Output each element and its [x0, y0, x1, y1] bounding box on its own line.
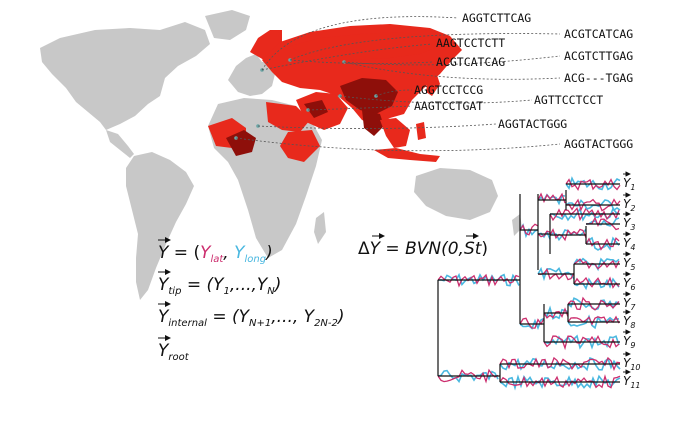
sequence-3: AAGTCCTCTT: [436, 36, 505, 50]
lat-trace-2: [519, 223, 539, 236]
equation-y-definition: Y = (Ylat, Ylong): [158, 237, 273, 265]
tip-label-8: Y8: [623, 309, 635, 330]
equation-y-internal: Yinternal = (YN+1,..., Y2N-2): [158, 301, 345, 329]
north-africa-red: [266, 102, 310, 132]
central-america: [106, 130, 134, 158]
sequence-leaders: [235, 16, 561, 152]
lat-trace-7: [549, 206, 620, 222]
svg-text:ΔY = BVN(0,St): ΔY = BVN(0,St): [358, 239, 488, 259]
long-trace-11: [585, 217, 620, 227]
philippines: [416, 122, 426, 140]
madagascar: [314, 212, 326, 244]
lat-trace-3: [519, 317, 545, 329]
lat-trace-18: [567, 315, 620, 326]
svg-text:Ytip = (Y1,...,YN): Ytip = (Y1,...,YN): [158, 275, 281, 297]
lat-trace-20: [499, 374, 621, 389]
sequence-1: AGGTCTTCAG: [462, 11, 531, 25]
world-map: [40, 10, 522, 300]
greenland: [205, 10, 250, 40]
sequence-labels: AGGTCTTCAG ACGTCATCAG AAGTCCTCTT ACGTCTT…: [414, 11, 633, 151]
sequence-7: AGGTCCTCCG: [414, 83, 483, 97]
lat-trace-19: [499, 356, 621, 372]
svg-text:Yinternal = (YN+1,..., Y2N-2): Yinternal = (YN+1,..., Y2N-2): [158, 307, 345, 329]
tip-label-9: Y9: [623, 329, 635, 350]
equation-delta-bvn: ΔY = BVN(0,St): [358, 233, 488, 259]
lat-trace-14: [573, 276, 620, 289]
tip-label-5: Y5: [623, 251, 635, 272]
tip-label-7: Y7: [623, 291, 636, 312]
lat-trace-17: [567, 296, 620, 311]
south-america: [126, 152, 194, 300]
svg-text:Y8: Y8: [623, 314, 635, 330]
tip-label-4: Y4: [623, 231, 635, 252]
equation-y-root: Yroot: [158, 335, 190, 363]
svg-text:Y10: Y10: [623, 356, 641, 372]
lat-trace-15: [543, 307, 569, 319]
tip-labels: Y1 Y2 Y3 Y4 Y5 Y6 Y7 Y8 Y9 Y10 Y11: [623, 171, 641, 390]
svg-text:Y9: Y9: [623, 334, 635, 350]
long-trace-18: [567, 314, 620, 330]
sequence-9: AAGTCCTGAT: [414, 99, 483, 113]
svg-text:Y2: Y2: [623, 197, 635, 213]
lat-trace-13: [573, 258, 620, 270]
horn-africa-red: [280, 130, 320, 162]
lat-trace-8: [549, 228, 587, 242]
long-trace-6: [537, 266, 575, 282]
svg-text:Y = (Ylat, Ylong): Y = (Ylat, Ylong): [158, 243, 273, 265]
indonesia: [374, 148, 440, 162]
europe: [228, 54, 276, 96]
tip-label-3: Y3: [623, 211, 635, 232]
sequence-11: AGGTACTGGG: [564, 137, 633, 151]
lat-trace-5: [537, 230, 551, 238]
svg-text:Y1: Y1: [623, 176, 635, 192]
tip-label-11: Y11: [623, 369, 641, 390]
svg-text:Y6: Y6: [623, 276, 635, 292]
svg-text:Y7: Y7: [623, 296, 636, 312]
russia-light: [290, 32, 440, 60]
equation-y-tip: Ytip = (Y1,...,YN): [158, 269, 281, 297]
china-dark: [340, 78, 398, 114]
tip-label-10: Y10: [623, 351, 641, 372]
sequence-4: ACGTCTTGAG: [564, 49, 633, 63]
svg-text:Yroot: Yroot: [158, 341, 190, 363]
southeast-asia: [380, 118, 410, 148]
lat-trace-9: [565, 178, 621, 192]
svg-text:Y4: Y4: [623, 236, 635, 252]
sequence-10: AGGTACTGGG: [498, 117, 567, 131]
svg-text:Y5: Y5: [623, 256, 635, 272]
equations: Y = (Ylat, Ylong) Ytip = (Y1,...,YN) Yin…: [158, 233, 488, 363]
north-america: [40, 22, 210, 130]
tip-label-2: Y2: [623, 192, 635, 213]
svg-text:Y3: Y3: [623, 216, 635, 232]
lat-trace-4: [537, 192, 566, 204]
lat-trace-1: [437, 368, 499, 384]
arabia-dark: [304, 100, 328, 118]
sequence-2: ACGTCATCAG: [564, 27, 633, 41]
tip-label-6: Y6: [623, 271, 635, 292]
sequence-6: ACG---TGAG: [564, 71, 633, 85]
central-africa-dark: [226, 130, 256, 156]
tip-label-1: Y1: [623, 171, 635, 192]
sequence-8: AGTTCCTCCT: [534, 93, 603, 107]
svg-text:Y11: Y11: [623, 374, 641, 390]
sequence-5: ACGTCATCAG: [436, 55, 505, 69]
south-asia-dark: [362, 110, 384, 136]
australia: [414, 168, 498, 220]
japan: [426, 72, 440, 96]
lat-trace-16: [543, 334, 620, 351]
phylogenetic-tree: [437, 176, 621, 391]
